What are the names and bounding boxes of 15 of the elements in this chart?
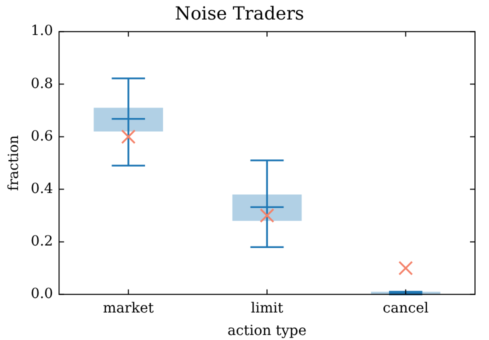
x-tick-label: market <box>103 300 154 316</box>
y-tick-label: 0.6 <box>30 128 54 144</box>
y-tick-label: 0.4 <box>30 180 54 197</box>
point <box>121 129 136 144</box>
y-tick-label: 0.0 <box>30 286 54 302</box>
point <box>260 208 274 223</box>
y-tick-label: 0.8 <box>30 76 54 92</box>
y-axis-title: fraction <box>6 135 22 191</box>
x-tick-label: limit <box>250 300 284 316</box>
point <box>398 260 413 276</box>
chart-title: Noise Traders <box>174 3 304 24</box>
x-tick-label: cancel <box>382 300 430 316</box>
x-axis-title: action type <box>228 323 307 340</box>
y-tick-label: 1.0 <box>30 23 54 40</box>
y-tick-label: 0.2 <box>30 233 54 250</box>
